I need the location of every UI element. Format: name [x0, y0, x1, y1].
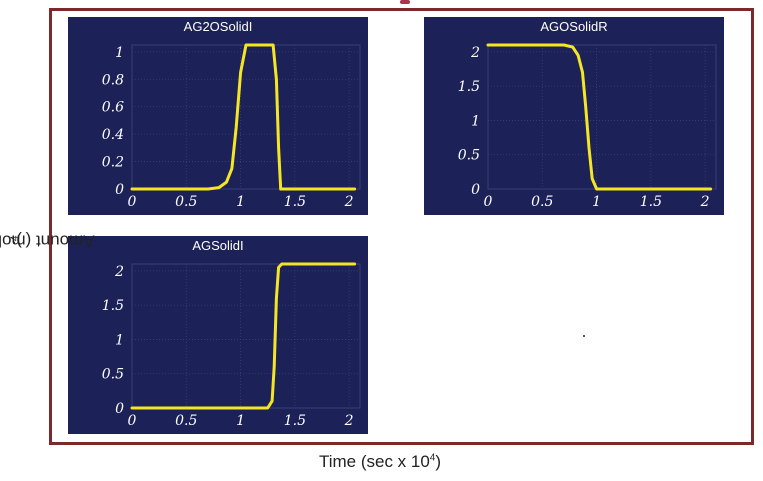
y-tick-label: 0.8: [102, 72, 124, 88]
y-tick-label: 0: [471, 182, 480, 198]
y-tick-label: 1: [115, 332, 124, 348]
y-tick-label: 0: [115, 182, 124, 198]
y-tick-label: 1: [471, 113, 480, 129]
figure-frame: [49, 8, 754, 445]
y-tick-label: 0.2: [102, 155, 124, 171]
panel-ag2osolidi: AG2OSolidI 0 0.5 1 1.5 2 0 0.2 0.4 0.6 0.8 1: [68, 17, 368, 215]
chart-title: AGSolidI: [192, 238, 244, 253]
x-tick-label: 0: [128, 194, 137, 210]
x-axis-label: Time (sec x 104): [318, 452, 442, 471]
y-tick-label: 0.5: [102, 367, 124, 383]
y-tick-label: 0: [115, 401, 124, 417]
stray-dot: [583, 335, 585, 337]
y-tick-label: 0.5: [458, 148, 480, 164]
series-line: [130, 43, 357, 191]
y-tick-label: 1.5: [102, 298, 124, 314]
y-tick-label: 1: [115, 45, 124, 61]
chart-title: AGOSolidR: [540, 19, 608, 34]
panel-agsolidi: AGSolidI 0 0.5 1 1.5 2 0 0.5 1 1.5 2: [68, 236, 368, 434]
x-tick-label: 2: [344, 194, 354, 210]
x-tick-label: 1.5: [640, 194, 662, 210]
x-tick-label: 0.5: [175, 194, 197, 210]
y-tick-label: 1.5: [458, 79, 480, 95]
y-tick-label: 0.6: [102, 100, 124, 116]
chart-svg: 0 0.5 1 1.5 2 0 0.2 0.4 0.6 0.8 1: [102, 43, 361, 210]
chart-svg: 0 0.5 1 1.5 2 0 0.5 1 1.5 2: [458, 43, 717, 210]
plot-area: [131, 263, 361, 409]
plot-area: [131, 44, 361, 190]
chart-title: AG2OSolidI: [183, 19, 253, 34]
x-tick-label: 2: [344, 413, 354, 429]
y-tick-label: 0.4: [102, 127, 124, 143]
x-tick-label: 0: [128, 413, 137, 429]
chart-svg: 0 0.5 1 1.5 2 0 0.5 1 1.5 2: [102, 262, 361, 429]
y-axis-label: Amount (moles x 10-4): [0, 231, 95, 250]
x-tick-label: 0.5: [531, 194, 553, 210]
x-tick-label: 1.5: [284, 194, 306, 210]
series-line: [486, 43, 713, 191]
panel-agosolidr: AGOSolidR 0 0.5 1 1.5 2 0 0.5 1 1.5 2: [424, 17, 724, 215]
y-tick-label: 2: [470, 45, 480, 61]
y-tick-label: 2: [114, 264, 124, 280]
x-tick-label: 1: [236, 194, 245, 210]
plot-area: [487, 44, 717, 190]
series-line: [130, 262, 357, 410]
x-tick-label: 1: [236, 413, 245, 429]
x-tick-label: 0.5: [175, 413, 197, 429]
x-tick-label: 1.5: [284, 413, 306, 429]
x-tick-label: 0: [484, 194, 493, 210]
x-tick-label: 2: [700, 194, 710, 210]
top-edge-mark: [400, 0, 410, 4]
x-tick-label: 1: [592, 194, 601, 210]
